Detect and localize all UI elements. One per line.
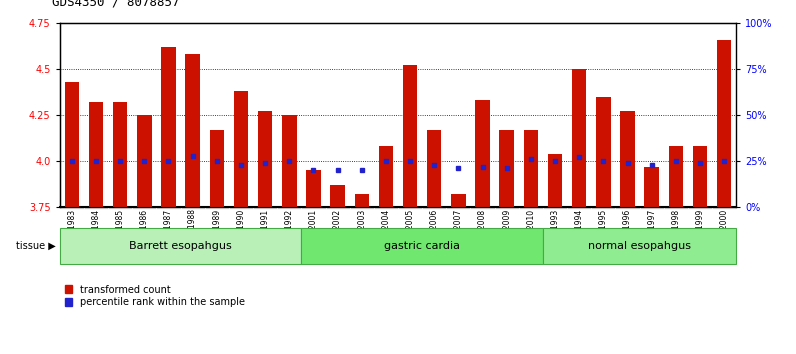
Bar <box>688 207 712 209</box>
Bar <box>161 47 176 207</box>
Bar <box>137 115 151 207</box>
Bar <box>258 112 272 207</box>
Bar <box>548 154 562 207</box>
Bar <box>326 207 349 209</box>
Bar <box>519 207 543 209</box>
Bar <box>620 112 635 207</box>
Text: GDS4350 / 8078857: GDS4350 / 8078857 <box>52 0 179 9</box>
Bar <box>306 170 321 207</box>
Bar <box>475 100 490 207</box>
Bar <box>205 207 229 209</box>
Bar <box>640 207 664 209</box>
Bar <box>354 194 369 207</box>
Bar <box>132 207 156 209</box>
Bar <box>84 207 108 209</box>
Bar <box>615 207 640 209</box>
Bar <box>374 207 398 209</box>
Bar <box>596 97 611 207</box>
Text: normal esopahgus: normal esopahgus <box>588 241 691 251</box>
Bar <box>500 130 514 207</box>
Bar <box>494 207 519 209</box>
Bar <box>379 146 393 207</box>
Bar <box>567 207 591 209</box>
Bar <box>60 228 302 264</box>
Bar <box>234 91 248 207</box>
Bar <box>427 130 442 207</box>
Bar <box>403 65 417 207</box>
Bar <box>712 207 736 209</box>
Bar <box>717 40 732 207</box>
Bar <box>451 194 466 207</box>
Bar <box>88 102 103 207</box>
Bar <box>470 207 494 209</box>
Bar <box>64 82 79 207</box>
Bar <box>349 207 374 209</box>
Text: Barrett esopahgus: Barrett esopahgus <box>129 241 232 251</box>
Bar <box>181 207 205 209</box>
Bar <box>664 207 688 209</box>
Bar <box>302 207 326 209</box>
Bar <box>669 146 683 207</box>
Bar <box>229 207 253 209</box>
Bar <box>572 69 587 207</box>
Text: tissue ▶: tissue ▶ <box>16 241 56 251</box>
Bar <box>543 207 567 209</box>
Bar <box>253 207 277 209</box>
Bar <box>693 146 708 207</box>
Bar <box>277 207 302 209</box>
Bar <box>422 207 447 209</box>
Legend: transformed count, percentile rank within the sample: transformed count, percentile rank withi… <box>64 285 245 307</box>
Bar <box>282 115 296 207</box>
Text: gastric cardia: gastric cardia <box>384 241 460 251</box>
Bar <box>185 54 200 207</box>
Bar <box>108 207 132 209</box>
Bar <box>156 207 181 209</box>
Bar <box>543 228 736 264</box>
Bar <box>591 207 615 209</box>
Bar <box>330 185 345 207</box>
Bar <box>113 102 127 207</box>
Bar <box>524 130 538 207</box>
Bar <box>447 207 470 209</box>
Bar <box>302 228 543 264</box>
Bar <box>645 167 659 207</box>
Bar <box>209 130 224 207</box>
Bar <box>398 207 422 209</box>
Bar <box>60 207 84 209</box>
